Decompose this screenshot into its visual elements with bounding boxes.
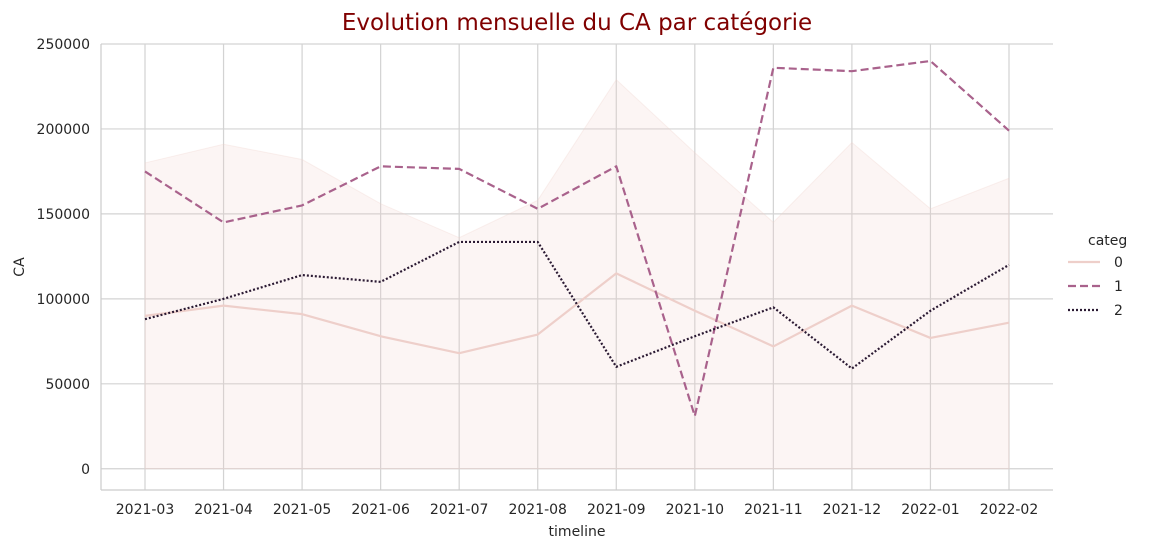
x-tick-labels: 2021-03 2021-04 2021-05 2021-06 2021-07 2021-… [116,502,1039,518]
x-tick-label: 2021-03 [116,502,175,518]
y-tick-labels: 0 50000 100000 150000 200000 250000 [37,37,90,478]
legend-label-0: 0 [1114,255,1123,271]
confidence-bands [144,78,1010,470]
x-tick-label: 2021-05 [273,502,332,518]
y-tick-label: 0 [81,462,90,478]
series-0-line [144,272,1010,355]
y-tick-label: 100000 [37,292,90,308]
x-grid [144,44,1010,490]
series-2-line [144,240,1010,370]
y-tick-label: 150000 [37,207,90,223]
y-tick-label: 200000 [37,122,90,138]
x-tick-label: 2021-09 [587,502,646,518]
x-tick-label: 2021-08 [508,502,567,518]
x-tick-label: 2021-07 [430,502,489,518]
x-tick-label: 2022-02 [980,502,1039,518]
legend: categ 0 1 2 [1068,233,1127,319]
y-axis-label: CA [12,257,28,277]
x-axis-label: timeline [549,524,606,540]
x-tick-label: 2021-10 [666,502,725,518]
series-0-band [144,78,1010,470]
legend-label-1: 1 [1114,279,1123,295]
y-grid [101,43,1053,470]
legend-title: categ [1088,233,1127,249]
y-tick-label: 250000 [37,37,90,53]
legend-label-2: 2 [1114,303,1123,319]
y-tick-label: 50000 [45,377,90,393]
x-tick-label: 2022-01 [901,502,960,518]
x-tick-label: 2021-11 [744,502,803,518]
x-tick-label: 2021-12 [823,502,882,518]
series-lines [144,59,1010,418]
x-tick-label: 2021-04 [194,502,253,518]
x-tick-label: 2021-06 [351,502,410,518]
chart-title: Evolution mensuelle du CA par catégorie [342,10,812,36]
series-1-line [144,59,1010,418]
